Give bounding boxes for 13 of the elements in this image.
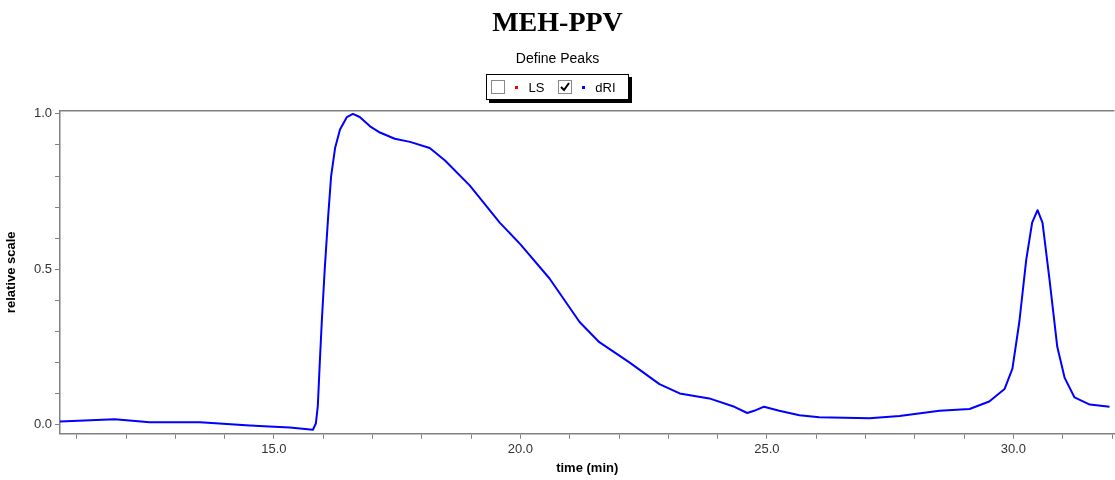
y-tick-label: 0.5 — [33, 260, 52, 276]
legend-label: LS — [528, 79, 545, 95]
legend-label: dRI — [595, 79, 616, 95]
y-tick-label: 1.0 — [33, 105, 52, 121]
chart-subtitle: Define Peaks — [514, 50, 601, 68]
x-axis-title: time (min) — [556, 459, 619, 475]
x-tick-label: 25.0 — [754, 441, 780, 457]
x-tick-label: 30.0 — [1000, 441, 1027, 457]
x-tick-label: 15.0 — [261, 441, 287, 457]
x-tick-label: 20.0 — [507, 441, 534, 457]
y-axis-title: relative scale — [3, 231, 19, 314]
y-tick-label: 0.0 — [33, 416, 52, 432]
chart-title: MEH-PPV — [491, 5, 624, 39]
